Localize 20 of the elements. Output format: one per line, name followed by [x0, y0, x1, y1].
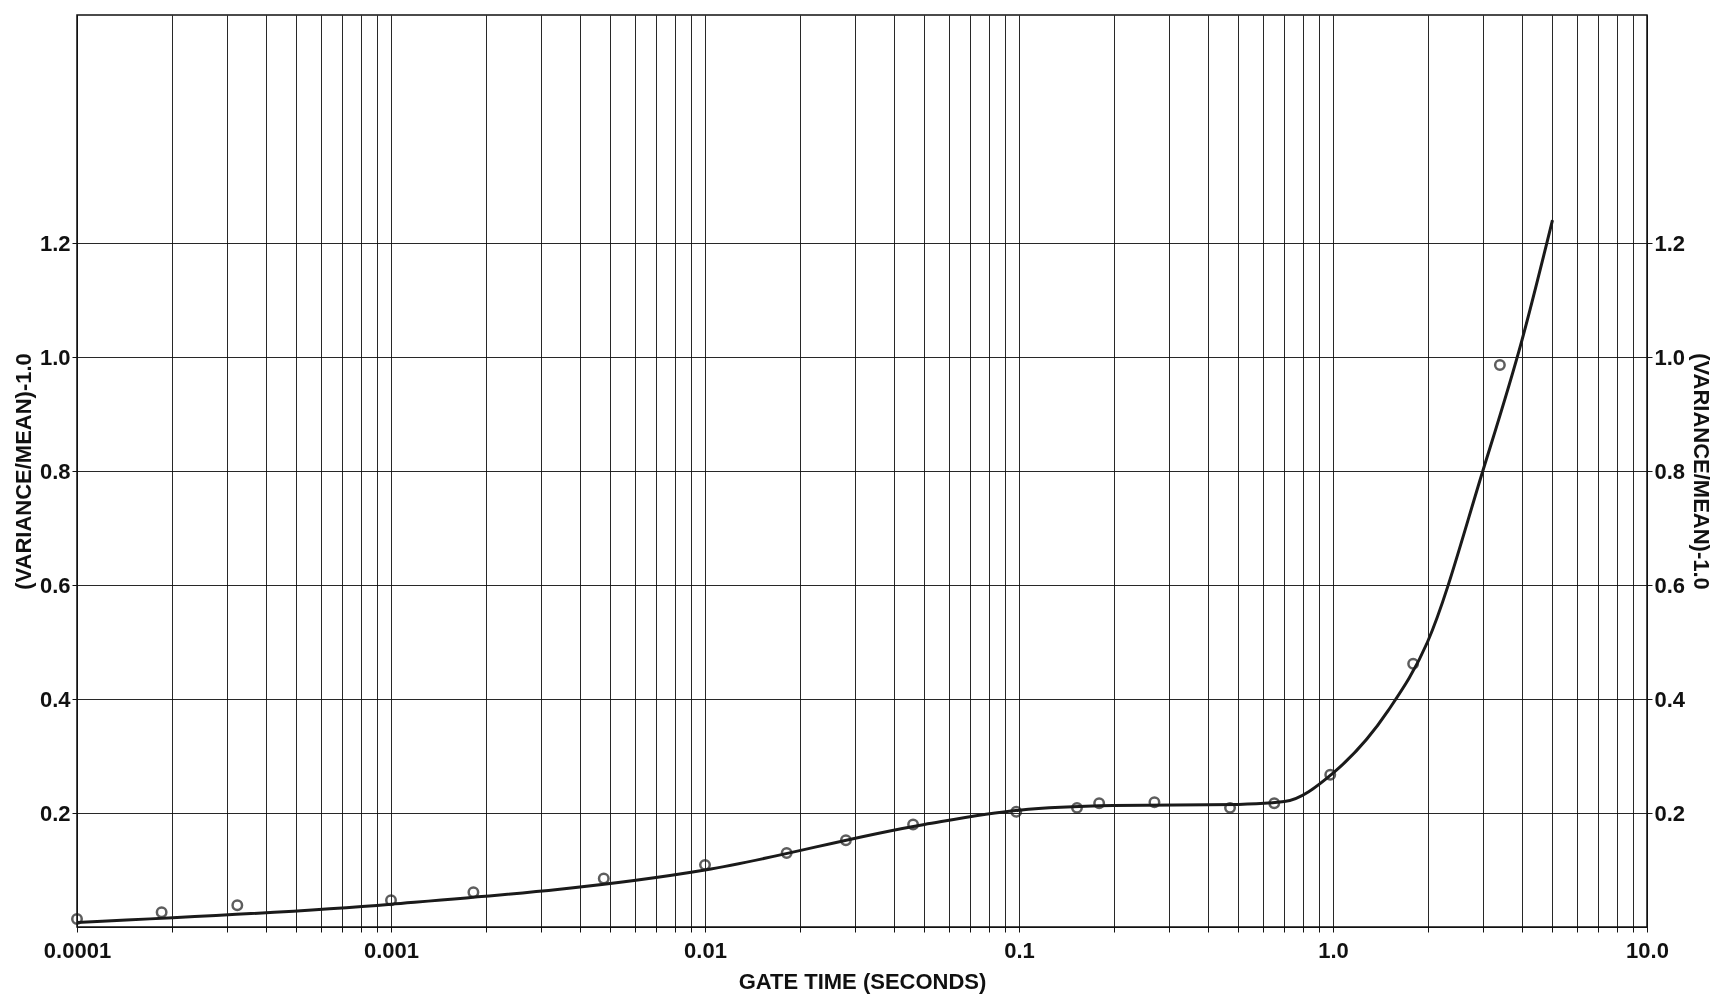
y2-tick-label: 1.2 [1654, 230, 1686, 256]
y2-axis-title: (VARIANCE/MEAN)-1.0 [1689, 353, 1715, 590]
text: 0.0001 [43, 937, 112, 963]
x-tick-label: 10.0 [1626, 937, 1669, 963]
y2-tick-label: 0.4 [1654, 686, 1686, 712]
x-axis-title: GATE TIME (SECONDS) [738, 968, 987, 994]
text: 0.001 [363, 937, 420, 963]
text: 0.1 [1004, 937, 1035, 963]
y2-tick-label: 0.2 [1654, 800, 1686, 826]
y2-tick-label: 0.6 [1654, 572, 1686, 598]
y-tick-label: 0.8 [39, 458, 71, 484]
y-axis-title: (VARIANCE/MEAN)-1.0 [10, 353, 36, 590]
text: 0.01 [684, 937, 727, 963]
y-tick-label: 0.6 [39, 572, 71, 598]
y2-tick-label: 0.8 [1654, 458, 1686, 484]
y-tick-label: 1.2 [39, 230, 71, 256]
y-tick-label: 0.2 [39, 800, 71, 826]
y-tick-label: 0.4 [39, 686, 72, 712]
y2-tick-label: 1.0 [1654, 344, 1686, 370]
y-tick-label: 1.0 [39, 344, 71, 370]
